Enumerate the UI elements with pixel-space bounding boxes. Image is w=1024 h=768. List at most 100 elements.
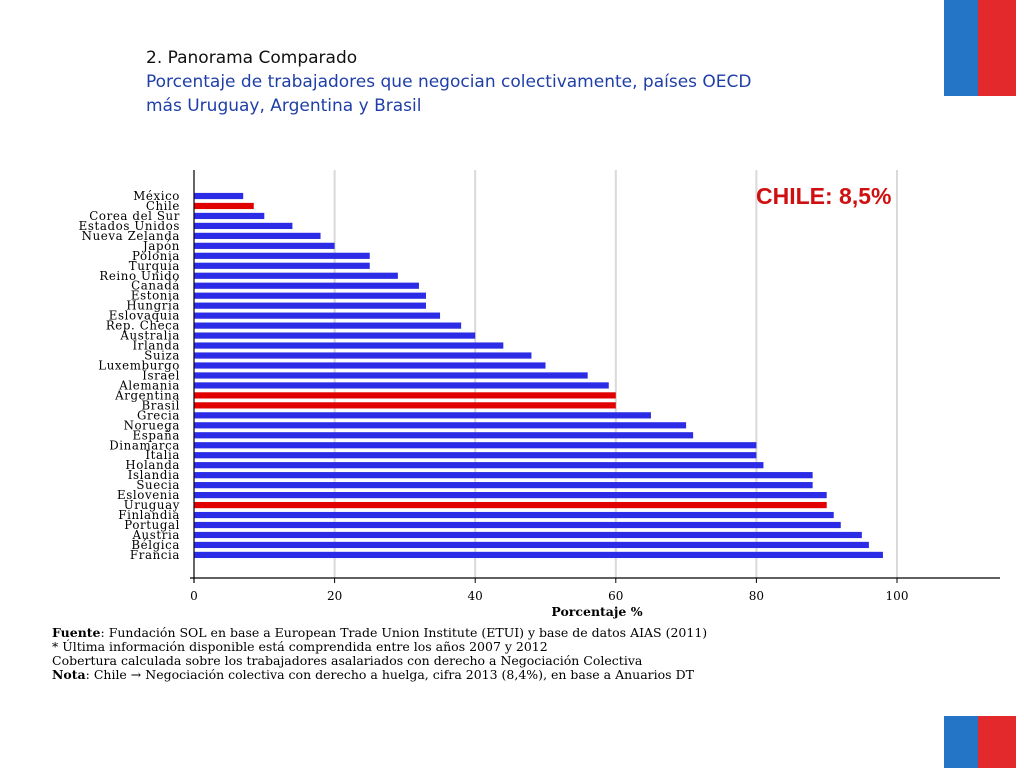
section-title: 2. Panorama Comparado: [146, 48, 358, 68]
category-label: Hungría: [126, 299, 180, 313]
bar: [194, 492, 827, 499]
bar: [194, 242, 335, 249]
slide-heading: 2. Panorama Comparado Porcentaje de trab…: [146, 46, 846, 118]
category-label: Noruega: [124, 418, 180, 432]
coverage-note: Cobertura calculada sobre los trabajador…: [52, 653, 643, 668]
category-label: Holanda: [125, 458, 180, 472]
category-label: Italia: [145, 448, 180, 462]
bar: [194, 511, 834, 519]
category-label: Brasil: [141, 398, 180, 412]
category-label: Turquía: [129, 259, 180, 273]
bar: [194, 432, 694, 439]
category-label: Suecia: [136, 478, 180, 492]
category-label: Islandia: [128, 468, 180, 482]
category-label: Polonia: [132, 249, 180, 263]
bar: [194, 332, 476, 339]
category-label: Canadá: [131, 279, 180, 293]
x-tick-label: 0: [190, 589, 198, 603]
source-text: : Fundación SOL en base a European Trade…: [100, 625, 708, 640]
chile-note: Nota: Chile → Negociación colectiva con …: [52, 668, 932, 682]
flag-blue-stripe: [944, 716, 978, 768]
chile-flag-decoration-bottom: [944, 716, 1016, 768]
category-label: Portugal: [124, 518, 180, 532]
category-label: Francia: [130, 548, 180, 562]
bar: [194, 212, 265, 220]
bar: [194, 372, 588, 379]
category-label: México: [133, 189, 180, 203]
note-text: : Chile → Negociación colectiva con dere…: [85, 667, 694, 682]
footnotes: Fuente: Fundación SOL en base a European…: [52, 626, 932, 682]
category-label: Austria: [131, 528, 180, 542]
category-label: Finlandia: [118, 508, 180, 522]
bar: [194, 302, 426, 309]
chart-title-line1: Porcentaje de trabajadores que negocian …: [146, 72, 752, 92]
source-note: Fuente: Fundación SOL en base a European…: [52, 626, 932, 640]
bar: [194, 322, 462, 329]
bar: [194, 462, 764, 469]
flag-blue-stripe: [944, 0, 978, 96]
bar: [194, 452, 757, 459]
category-label: Corea del Sur: [89, 209, 180, 223]
category-label: Australia: [119, 329, 180, 343]
x-tick-label: 100: [886, 589, 909, 603]
bar: [194, 222, 293, 230]
x-tick-label: 20: [327, 589, 342, 603]
x-axis-label: Porcentaje %: [551, 604, 642, 619]
flag-red-stripe: [978, 0, 1016, 96]
category-label: Estonia: [131, 289, 180, 303]
bar: [194, 422, 687, 429]
category-label: Eslovenia: [117, 488, 180, 502]
source-label: Fuente: [52, 625, 101, 640]
category-label: Reino Unido: [99, 269, 180, 283]
category-label: Chile: [146, 199, 180, 213]
category-label: Luxemburgo: [98, 358, 180, 372]
bar: [194, 501, 827, 509]
chile-flag-decoration-top: [944, 0, 1016, 96]
category-label: Alemania: [118, 378, 180, 392]
bar: [194, 292, 426, 299]
bar: [194, 192, 244, 200]
bar: [194, 521, 841, 529]
bar: [194, 352, 532, 359]
bar: [194, 472, 813, 479]
x-tick-label: 80: [749, 589, 764, 603]
bar: [194, 272, 398, 279]
x-tick-label: 60: [608, 589, 623, 603]
chile-callout: CHILE: 8,5%: [756, 183, 892, 209]
bar: [194, 482, 813, 489]
category-label: Nueva Zelanda: [82, 229, 180, 243]
period-note: * Última información disponible está com…: [52, 639, 548, 654]
category-label: Irlanda: [133, 339, 181, 353]
bar: [194, 312, 441, 319]
bar: [194, 402, 616, 409]
bar: [194, 412, 651, 419]
bar: [194, 362, 546, 369]
x-tick-label: 40: [468, 589, 483, 603]
category-label: Dinamarca: [109, 438, 180, 452]
category-label: Argentina: [114, 388, 180, 402]
category-label: Rep. Checa: [106, 319, 180, 333]
bar: [194, 262, 370, 269]
category-label: España: [133, 428, 180, 442]
bar: [194, 202, 254, 210]
bar: [194, 551, 883, 559]
bar: [194, 442, 757, 449]
category-label: Uruguay: [124, 498, 180, 512]
note-label: Nota: [52, 667, 86, 682]
chart-title-line2: más Uruguay, Argentina y Brasil: [146, 96, 422, 116]
category-label: Japón: [142, 239, 180, 253]
category-label: Suiza: [144, 349, 180, 363]
bar: [194, 252, 370, 259]
bar: [194, 342, 504, 349]
bar: [194, 392, 616, 399]
category-label: Bélgica: [131, 538, 180, 552]
bar: [194, 541, 869, 549]
category-label: Grecia: [137, 408, 180, 422]
category-label: Israel: [142, 368, 180, 382]
category-label: Eslovaquia: [109, 309, 180, 323]
bar: [194, 382, 609, 389]
bar: [194, 232, 321, 239]
flag-red-stripe: [978, 716, 1016, 768]
bar: [194, 282, 419, 289]
